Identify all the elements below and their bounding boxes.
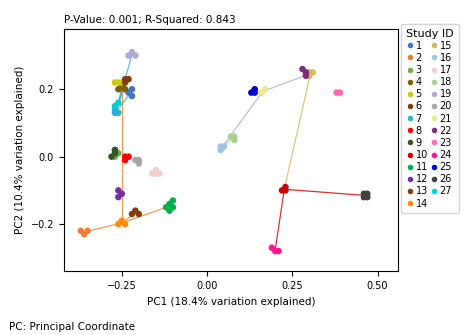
Point xyxy=(169,198,177,203)
Point xyxy=(125,53,132,58)
Point xyxy=(230,134,238,139)
Point xyxy=(155,171,163,176)
Point xyxy=(111,80,118,85)
Point xyxy=(135,211,143,217)
Point xyxy=(258,90,265,95)
Point xyxy=(125,90,132,95)
Point xyxy=(115,86,122,92)
Point xyxy=(247,90,255,95)
Point xyxy=(111,154,118,159)
Y-axis label: PC2 (10.4% variation explained): PC2 (10.4% variation explained) xyxy=(15,66,25,234)
Point xyxy=(115,80,122,85)
Point xyxy=(302,70,310,75)
Point xyxy=(282,188,289,193)
Point xyxy=(111,110,118,116)
Point xyxy=(169,205,177,210)
Point xyxy=(121,154,129,159)
Point xyxy=(275,249,283,254)
Point xyxy=(128,211,136,217)
Point xyxy=(111,151,118,156)
Point xyxy=(333,90,340,95)
Point xyxy=(125,76,132,82)
Point xyxy=(115,194,122,200)
Point xyxy=(121,86,129,92)
Point xyxy=(128,86,136,92)
X-axis label: PC1 (18.4% variation explained): PC1 (18.4% variation explained) xyxy=(146,296,315,307)
Point xyxy=(115,188,122,193)
Point xyxy=(251,86,258,92)
Point xyxy=(166,208,173,213)
Point xyxy=(282,184,289,190)
Point xyxy=(135,161,143,166)
Point xyxy=(306,70,313,75)
Point xyxy=(132,208,139,213)
Point xyxy=(258,90,265,95)
Point xyxy=(115,110,122,116)
Point xyxy=(152,171,160,176)
Point xyxy=(166,201,173,207)
Point xyxy=(309,70,317,75)
Point xyxy=(299,66,306,72)
Point xyxy=(336,90,344,95)
Point xyxy=(118,80,126,85)
Point xyxy=(121,80,129,85)
Legend: 1, 2, 3, 4, 5, 6, 7, 8, 9, 10, 11, 12, 13, 14, 15, 16, 17, 18, 19, 20, 21, 22, 2: 1, 2, 3, 4, 5, 6, 7, 8, 9, 10, 11, 12, 1… xyxy=(401,24,459,213)
Point xyxy=(268,245,275,250)
Point xyxy=(111,147,118,153)
Point xyxy=(81,231,88,237)
Point xyxy=(132,53,139,58)
Point xyxy=(135,157,143,163)
Text: PC: Principal Coordinate: PC: Principal Coordinate xyxy=(9,322,136,332)
Point xyxy=(121,76,129,82)
Point xyxy=(111,147,118,153)
Point xyxy=(118,218,126,223)
Point xyxy=(251,90,258,95)
Point xyxy=(230,137,238,142)
Point xyxy=(364,194,371,200)
Point xyxy=(217,144,225,149)
Point xyxy=(121,221,129,227)
Point xyxy=(108,154,115,159)
Point xyxy=(118,191,126,196)
Point xyxy=(149,171,156,176)
Point xyxy=(360,194,368,200)
Point xyxy=(111,107,118,112)
Point xyxy=(128,93,136,99)
Point xyxy=(306,73,313,78)
Point xyxy=(364,191,371,196)
Text: P-Value: 0.001; R-Squared: 0.843: P-Value: 0.001; R-Squared: 0.843 xyxy=(64,15,236,25)
Point xyxy=(162,205,170,210)
Point xyxy=(121,157,129,163)
Point xyxy=(125,154,132,159)
Point xyxy=(128,50,136,55)
Point xyxy=(302,73,310,78)
Point xyxy=(118,83,126,88)
Point xyxy=(115,221,122,227)
Point xyxy=(132,157,139,163)
Point xyxy=(220,144,228,149)
Point xyxy=(77,228,85,233)
Point xyxy=(84,228,91,233)
Point xyxy=(217,147,225,153)
Point xyxy=(115,100,122,106)
Point xyxy=(360,191,368,196)
Point xyxy=(115,151,122,156)
Point xyxy=(261,86,269,92)
Point xyxy=(111,104,118,109)
Point xyxy=(227,134,235,139)
Point xyxy=(152,168,160,173)
Point xyxy=(278,188,286,193)
Point xyxy=(272,249,279,254)
